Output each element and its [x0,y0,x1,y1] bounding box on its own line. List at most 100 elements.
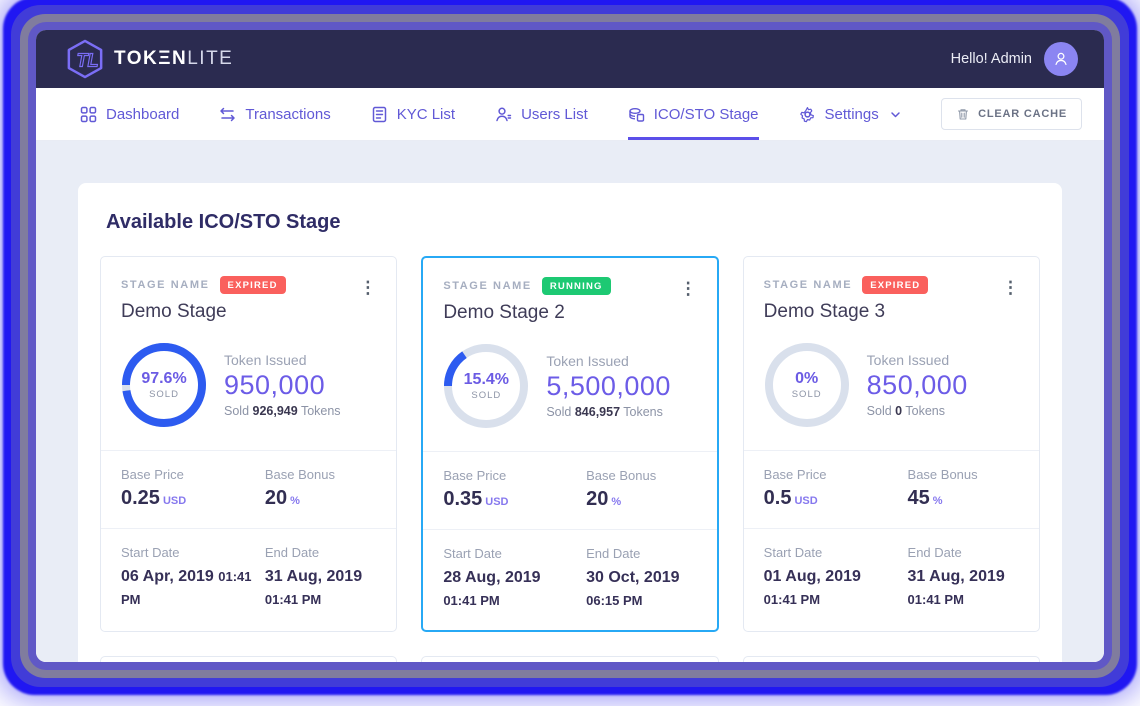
base-bonus-value: 45 [907,487,930,509]
nav-tab-settings[interactable]: Settings [799,88,901,140]
stage-card-stub[interactable] [421,656,719,662]
base-bonus-label: Base Bonus [907,467,978,482]
nav-tab-label: Users List [521,105,588,123]
end-date-label: End Date [907,545,962,560]
end-date-cell: End Date 31 Aug, 2019 01:41 PM [908,545,1021,611]
end-time-value: 01:41 PM [907,592,964,608]
start-date-label: Start Date [121,545,180,560]
end-date-value: 31 Aug, 2019 [907,568,1005,585]
end-date-label: End Date [586,546,641,561]
stage-cards-grid: STAGE NAME EXPIRED ⋮ Demo Stage 97.6% SO… [100,256,1040,633]
nav-tab-label: Dashboard [106,105,180,123]
brand-name-light: LITE [187,48,234,69]
start-date-cell: Start Date 06 Apr, 2019 01:41 PM [121,545,255,611]
base-bonus-label: Base Bonus [264,467,335,482]
end-date-value: 30 Oct, 2019 [586,569,680,586]
token-issued-label: Token Issued [224,352,307,368]
chevron-down-icon [888,109,901,120]
usd-unit: USD [794,495,818,507]
person-icon [1055,52,1067,66]
donut-track [764,343,849,427]
start-date-cell: Start Date 01 Aug, 2019 01:41 PM [764,545,898,611]
card-menu-button[interactable]: ⋮ [1002,278,1019,297]
start-date-cell: Start Date 28 Aug, 2019 01:41 PM [443,546,576,612]
kyc-icon [371,106,388,123]
percent-sold-value: 97.6% [141,370,187,387]
token-issued-label: Token Issued [546,353,629,369]
card-menu-button[interactable]: ⋮ [679,279,697,298]
users-icon [495,106,512,123]
status-badge: EXPIRED [862,276,929,294]
sold-caption: SOLD [471,390,502,401]
stage-title: Demo Stage 3 [763,301,886,322]
clear-cache-button[interactable]: CLEAR CACHE [941,98,1082,130]
end-date-value: 31 Aug, 2019 [264,568,363,585]
svg-text:TL: TL [76,51,98,71]
stage-card-stub[interactable] [742,656,1040,662]
stage-title: Demo Stage [121,301,227,322]
start-date-value: 06 Apr, 2019 [121,568,214,585]
end-date-cell: End Date 30 Oct, 2019 06:15 PM [586,546,699,612]
nav-tab-users-list[interactable]: Users List [495,88,588,140]
tokens-sold-line: Sold 0 Tokens [866,404,945,418]
nav-tabs-bar: Dashboard Transactions KYC List Users Li… [36,88,1104,141]
tokens-sold-value: 926,949 [252,404,298,418]
brand-name-bold: TOKΞN [114,48,188,69]
dashboard-icon [80,106,97,123]
card-menu-button[interactable]: ⋮ [359,278,377,297]
app-window: TL TOKΞNLITE Hello! Admin Dashboard Tran… [36,30,1104,662]
token-issued-value: 950,000 [224,370,326,400]
settings-icon [799,106,816,123]
nav-tab-kyc-list[interactable]: KYC List [371,88,455,140]
base-price-label: Base Price [121,467,184,482]
stage-name-label: STAGE NAME [443,280,532,292]
tokens-sold-line: Sold 846,957 Tokens [546,405,663,419]
base-price-value: 0.35 [443,488,483,510]
sold-percentage-donut: 15.4% SOLD [443,343,529,429]
ico-icon [628,106,645,123]
trash-icon [958,109,969,120]
tokens-sold-value: 846,957 [574,405,621,419]
end-time-value: 06:15 PM [586,593,643,609]
token-issued-value: 850,000 [866,370,968,400]
nav-tab-ico-sto-stage[interactable]: ICO/STO Stage [627,88,759,140]
token-issued-label: Token Issued [866,352,950,368]
base-bonus-cell: Base Bonus 45% [908,467,1021,510]
start-time-value: 01:41 PM [763,592,821,608]
greeting-text: Hello! Admin [950,51,1032,67]
tokens-sold-value: 0 [895,404,903,418]
sold-caption: SOLD [149,389,179,400]
base-bonus-cell: Base Bonus 20% [586,468,699,511]
percent-sold-value: 0% [795,370,819,387]
base-price-value: 0.25 [121,487,160,509]
transactions-icon [219,106,236,123]
user-avatar[interactable] [1044,42,1078,76]
base-bonus-value: 20 [264,487,288,509]
nav-tab-dashboard[interactable]: Dashboard [80,88,179,140]
start-date-value: 28 Aug, 2019 [443,569,541,586]
brand-name: TOKΞNLITE [114,48,233,70]
nav-tab-label: ICO/STO Stage [653,105,759,123]
stages-panel: Available ICO/STO Stage STAGE NAME EXPIR… [78,183,1062,662]
sold-percentage-donut: 0% SOLD [764,342,850,428]
sold-caption: SOLD [791,389,822,400]
nav-tab-transactions[interactable]: Transactions [219,88,331,140]
tokenlite-hexagon-icon: TL [67,39,103,79]
base-price-value: 0.5 [763,487,792,509]
token-issued-value: 5,500,000 [546,371,671,401]
start-date-label: Start Date [763,545,823,560]
tokens-sold-line: Sold 926,949 Tokens [224,404,341,418]
clear-cache-label: CLEAR CACHE [978,108,1067,120]
start-time-value: 01:41 PM [443,593,500,609]
percent-sold-value: 15.4% [463,371,510,388]
nav-tab-label: KYC List [396,105,456,123]
end-date-label: End Date [264,545,320,560]
stage-card: STAGE NAME RUNNING ⋮ Demo Stage 2 15.4% … [421,256,719,633]
stage-card-stub[interactable] [100,656,398,662]
brand-logo[interactable]: TL TOKΞNLITE [66,39,233,79]
stage-card: STAGE NAME EXPIRED ⋮ Demo Stage 97.6% SO… [100,256,398,633]
sold-percentage-donut: 97.6% SOLD [121,342,207,428]
base-bonus-cell: Base Bonus 20% [265,467,378,510]
nav-tab-label: Transactions [245,105,331,123]
status-badge: EXPIRED [219,276,286,294]
